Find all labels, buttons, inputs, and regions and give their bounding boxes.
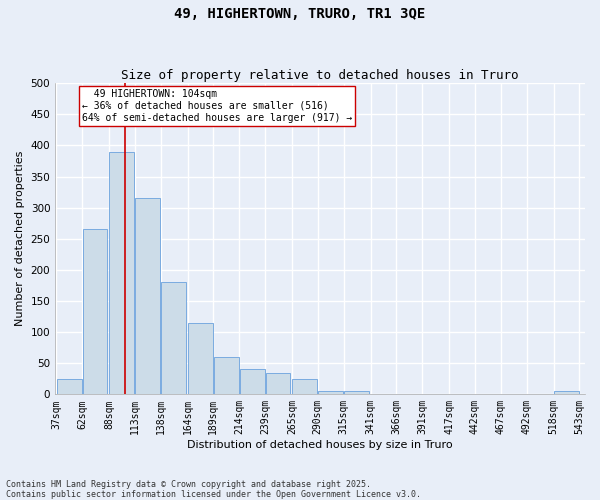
Bar [188, 323, 213, 394]
Bar [240, 370, 265, 394]
Bar [266, 372, 290, 394]
Bar [344, 391, 369, 394]
Text: Contains HM Land Registry data © Crown copyright and database right 2025.
Contai: Contains HM Land Registry data © Crown c… [6, 480, 421, 499]
Bar [554, 391, 579, 394]
Bar [57, 379, 82, 394]
Bar [292, 379, 317, 394]
Bar [109, 152, 134, 394]
Bar [214, 357, 239, 395]
Title: Size of property relative to detached houses in Truro: Size of property relative to detached ho… [121, 69, 518, 82]
Bar [135, 198, 160, 394]
Text: 49 HIGHERTOWN: 104sqm
← 36% of detached houses are smaller (516)
64% of semi-det: 49 HIGHERTOWN: 104sqm ← 36% of detached … [82, 90, 352, 122]
Bar [161, 282, 186, 395]
Bar [319, 391, 343, 394]
Bar [83, 230, 107, 394]
Y-axis label: Number of detached properties: Number of detached properties [15, 151, 25, 326]
X-axis label: Distribution of detached houses by size in Truro: Distribution of detached houses by size … [187, 440, 452, 450]
Text: 49, HIGHERTOWN, TRURO, TR1 3QE: 49, HIGHERTOWN, TRURO, TR1 3QE [175, 8, 425, 22]
